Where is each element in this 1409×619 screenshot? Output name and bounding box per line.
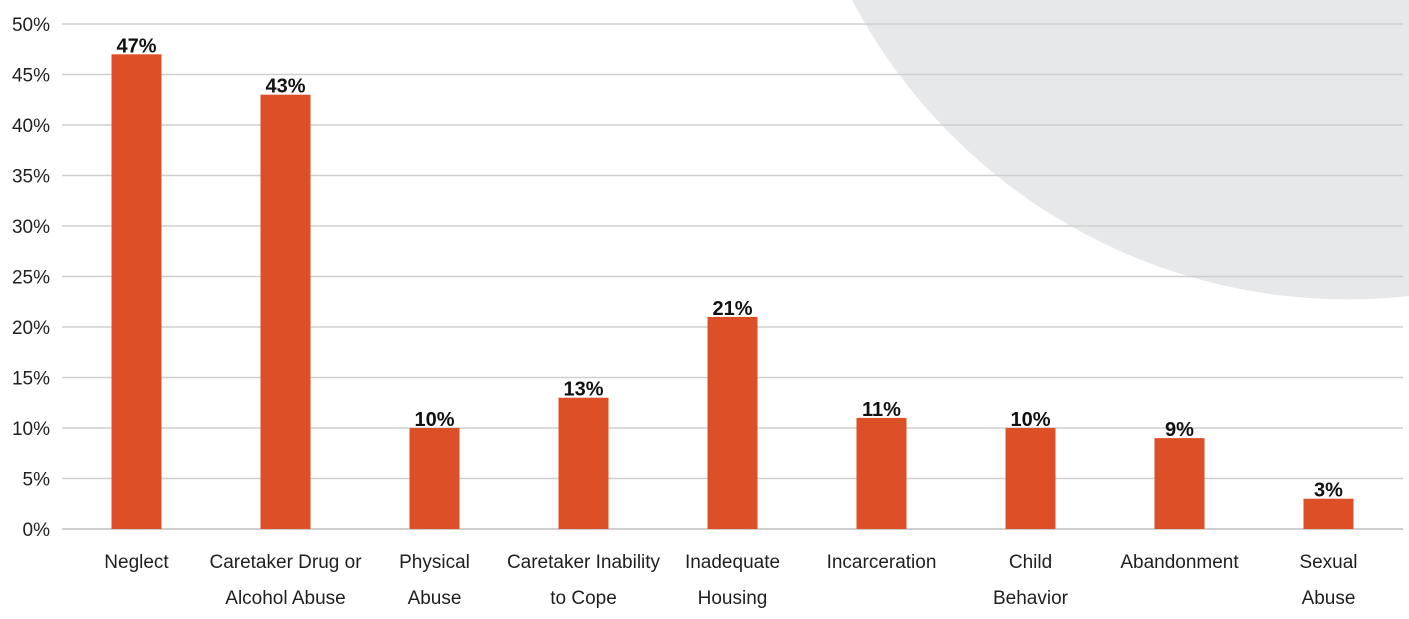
category-label: Caretaker Inability to Cope	[507, 552, 661, 609]
y-tick-label: 50%	[12, 15, 50, 36]
x-axis-category-labels: Neglect Caretaker Drug or Alcohol Abuse Phy…	[104, 552, 1357, 609]
bar	[856, 417, 907, 529]
data-label: 43%	[265, 76, 305, 98]
category-label: Inadequate Housing	[685, 552, 780, 609]
data-label: 9%	[1165, 419, 1194, 441]
data-label: 10%	[414, 409, 454, 431]
bar	[558, 397, 609, 529]
bars	[111, 54, 1354, 530]
y-tick-label: 40%	[12, 116, 50, 137]
data-label: 13%	[563, 379, 603, 401]
bar	[260, 94, 311, 529]
category-label: Neglect	[104, 552, 169, 573]
y-tick-label: 30%	[12, 217, 50, 238]
background-decorative-circle	[852, 0, 1409, 300]
y-tick-label: 35%	[12, 167, 50, 188]
data-labels: 47% 43% 10% 13% 21% 11% 10% 9% 3%	[116, 35, 1343, 501]
y-axis-tick-labels: 0% 5% 10% 15% 20% 25% 30% 35% 40% 45% 50%	[12, 15, 50, 541]
bar	[707, 316, 758, 529]
data-label: 21%	[712, 298, 752, 320]
category-label: Caretaker Drug or Alcohol Abuse	[209, 552, 362, 609]
data-label: 47%	[116, 35, 156, 57]
data-label: 3%	[1314, 480, 1343, 502]
y-tick-label: 25%	[12, 268, 50, 289]
bar	[1005, 428, 1056, 529]
bar	[111, 54, 162, 530]
category-label: Sexual Abuse	[1299, 552, 1357, 609]
category-label: Incarceration	[827, 552, 937, 573]
category-label: Abandonment	[1120, 552, 1239, 573]
data-label: 11%	[862, 399, 901, 421]
y-tick-label: 5%	[23, 470, 51, 491]
category-label: Physical Abuse	[399, 552, 470, 609]
bar	[1303, 498, 1354, 529]
bar	[1154, 438, 1205, 529]
y-tick-label: 20%	[12, 318, 50, 339]
y-tick-label: 45%	[12, 66, 50, 87]
category-label: Child Behavior	[993, 552, 1069, 609]
y-tick-label: 0%	[23, 520, 51, 541]
y-tick-label: 15%	[12, 369, 50, 390]
bar	[409, 428, 460, 529]
y-tick-label: 10%	[12, 419, 50, 440]
data-label: 10%	[1010, 409, 1050, 431]
